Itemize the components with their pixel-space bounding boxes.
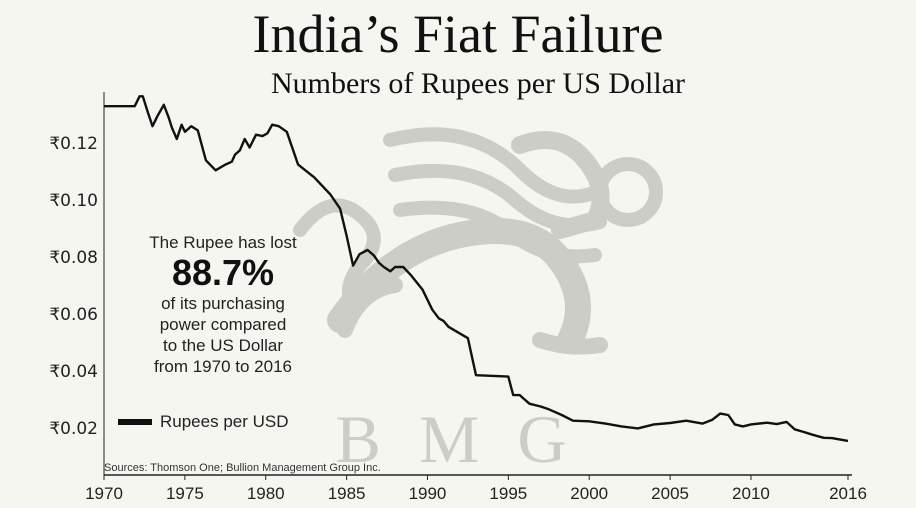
griffin-logo-icon xyxy=(293,127,663,355)
annotation-line-6: from 1970 to 2016 xyxy=(154,357,292,376)
x-tick-label: 2005 xyxy=(651,484,689,503)
y-tick-label: ₹0.04 xyxy=(49,362,98,382)
watermark-text: BMG xyxy=(336,401,605,477)
annotation-line-3: of its purchasing xyxy=(161,294,285,313)
x-tick-label: 1975 xyxy=(166,484,204,503)
axes: 1970 1975 1980 1985 1990 1995 2000 2005 2010 2016… xyxy=(49,92,867,503)
annotation-line-5: to the US Dollar xyxy=(163,336,283,355)
x-tick-label: 1990 xyxy=(409,484,447,503)
y-tick-label: ₹0.08 xyxy=(49,248,98,268)
chart-subtitle: Numbers of Rupees per US Dollar xyxy=(270,67,686,100)
x-tick-label: 1980 xyxy=(247,484,285,503)
legend-label: Rupees per USD xyxy=(160,412,289,431)
legend: Rupees per USD xyxy=(118,412,289,432)
chart-title: India’s Fiat Failure xyxy=(252,4,664,64)
x-tick-label: 2000 xyxy=(570,484,608,503)
y-tick-label: ₹0.02 xyxy=(49,419,98,439)
annotation-line-1: The Rupee has lost xyxy=(149,233,297,252)
annotation-line-4: power compared xyxy=(159,315,287,334)
x-tick-label: 1995 xyxy=(489,484,527,503)
annotation-box: The Rupee has lost 88.7% of its purchasi… xyxy=(110,232,336,377)
x-tick-label: 2016 xyxy=(829,484,867,503)
x-tick-label: 1985 xyxy=(328,484,366,503)
watermark: BMG xyxy=(293,127,663,477)
source-note: Sources: Thomson One; Bullion Management… xyxy=(104,462,381,474)
y-tick-label: ₹0.12 xyxy=(49,134,98,154)
series-line-rupees-per-usd xyxy=(104,95,849,443)
annotation-value: 88.7% xyxy=(171,252,275,293)
y-tick-label: ₹0.06 xyxy=(49,305,98,325)
y-tick-label: ₹0.10 xyxy=(49,191,98,211)
legend-swatch xyxy=(118,419,152,425)
x-tick-label: 1970 xyxy=(85,484,123,503)
x-tick-label: 2010 xyxy=(732,484,770,503)
